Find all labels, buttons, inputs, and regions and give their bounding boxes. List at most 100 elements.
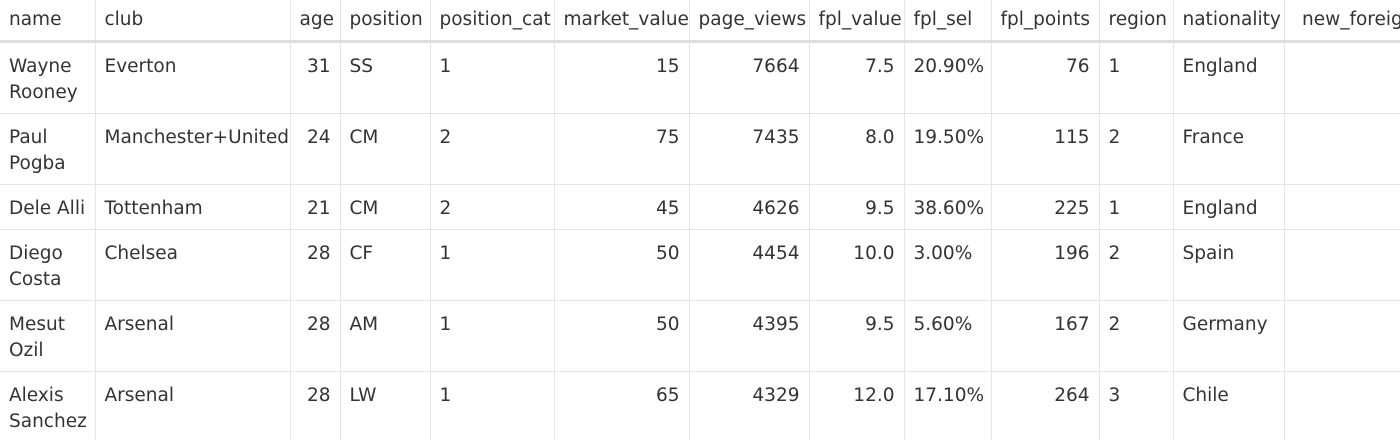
cell-region: 1	[1099, 184, 1174, 230]
cell-club: Chelsea	[95, 229, 291, 301]
cell-age: 31	[290, 41, 341, 114]
cell-age: 24	[290, 113, 341, 185]
cell-position-cat: 1	[430, 229, 555, 301]
cell-nationality: England	[1173, 184, 1285, 230]
column-header-fpl-points[interactable]: fpl_points	[991, 0, 1100, 43]
cell-age: 28	[290, 300, 341, 372]
cell-position: AM	[340, 300, 431, 372]
column-header-age[interactable]: age	[290, 0, 341, 43]
header-row: name club age position position_cat market_va…	[0, 0, 1400, 43]
cell-fpl-value: 12.0	[809, 371, 905, 440]
cell-page-views: 4454	[689, 229, 810, 301]
cell-club: Everton	[95, 41, 291, 114]
table-row[interactable]: Wayne Rooney Everton 31 SS 1 15 7664 7.5 20.90% 7…	[0, 41, 1400, 114]
cell-fpl-sel: 17.10%	[904, 371, 992, 440]
table-body: Wayne Rooney Everton 31 SS 1 15 7664 7.5 20.90% 7…	[0, 41, 1400, 440]
column-header-name[interactable]: name	[0, 0, 96, 43]
cell-nationality: Chile	[1173, 371, 1285, 440]
cell-fpl-value: 9.5	[809, 184, 905, 230]
table-row[interactable]: Mesut Ozil Arsenal 28 AM 1 50 4395 9.5 5.60% 167 2…	[0, 300, 1400, 372]
cell-page-views: 7664	[689, 41, 810, 114]
cell-region: 2	[1099, 300, 1174, 372]
table-row[interactable]: Diego Costa Chelsea 28 CF 1 50 4454 10.0 3.00% 19…	[0, 229, 1400, 301]
cell-fpl-value: 7.5	[809, 41, 905, 114]
cell-club: Arsenal	[95, 371, 291, 440]
column-header-nationality[interactable]: nationality	[1173, 0, 1285, 43]
cell-nationality: France	[1173, 113, 1285, 185]
cell-position-cat: 1	[430, 41, 555, 114]
cell-age: 28	[290, 371, 341, 440]
cell-position: LW	[340, 371, 431, 440]
cell-region: 2	[1099, 113, 1174, 185]
cell-region: 3	[1099, 371, 1174, 440]
column-header-page-views[interactable]: page_views	[689, 0, 810, 43]
cell-position-cat: 2	[430, 113, 555, 185]
table-row[interactable]: Alexis Sanchez Arsenal 28 LW 1 65 4329 12.0 17.1…	[0, 371, 1400, 440]
cell-page-views: 4329	[689, 371, 810, 440]
table-row[interactable]: Dele Alli Tottenham 21 CM 2 45 4626 9.5 38.60% 22…	[0, 184, 1400, 230]
cell-fpl-sel: 19.50%	[904, 113, 992, 185]
cell-market-value: 15	[554, 41, 690, 114]
column-header-market-value[interactable]: market_value	[554, 0, 690, 43]
cell-market-value: 50	[554, 229, 690, 301]
cell-position: CM	[340, 184, 431, 230]
cell-fpl-value: 8.0	[809, 113, 905, 185]
cell-fpl-points: 264	[991, 371, 1100, 440]
cell-name: Wayne Rooney	[0, 41, 96, 114]
cell-name: Alexis Sanchez	[0, 371, 96, 440]
cell-fpl-sel: 3.00%	[904, 229, 992, 301]
table-header: name club age position position_cat market_va…	[0, 0, 1400, 43]
cell-name: Mesut Ozil	[0, 300, 96, 372]
cell-page-views: 7435	[689, 113, 810, 185]
column-header-club[interactable]: club	[95, 0, 291, 43]
cell-new-foreign: 0	[1284, 229, 1400, 301]
cell-market-value: 45	[554, 184, 690, 230]
column-header-new-foreign[interactable]: new_foreign	[1284, 0, 1400, 43]
cell-fpl-sel: 20.90%	[904, 41, 992, 114]
cell-market-value: 65	[554, 371, 690, 440]
cell-new-foreign: 0	[1284, 371, 1400, 440]
cell-club: Tottenham	[95, 184, 291, 230]
column-header-position[interactable]: position	[340, 0, 431, 43]
column-header-fpl-value[interactable]: fpl_value	[809, 0, 905, 43]
cell-nationality: Germany	[1173, 300, 1285, 372]
cell-age: 28	[290, 229, 341, 301]
cell-name: Dele Alli	[0, 184, 96, 230]
cell-fpl-value: 9.5	[809, 300, 905, 372]
cell-fpl-points: 196	[991, 229, 1100, 301]
cell-page-views: 4395	[689, 300, 810, 372]
cell-club: Manchester+United	[95, 113, 291, 185]
cell-market-value: 50	[554, 300, 690, 372]
cell-page-views: 4626	[689, 184, 810, 230]
cell-position-cat: 1	[430, 300, 555, 372]
column-header-fpl-sel[interactable]: fpl_sel	[904, 0, 992, 43]
cell-position: SS	[340, 41, 431, 114]
cell-new-foreign: 0	[1284, 300, 1400, 372]
cell-name: Paul Pogba	[0, 113, 96, 185]
cell-fpl-value: 10.0	[809, 229, 905, 301]
cell-age: 21	[290, 184, 341, 230]
cell-fpl-points: 167	[991, 300, 1100, 372]
cell-position-cat: 1	[430, 371, 555, 440]
cell-nationality: Spain	[1173, 229, 1285, 301]
column-header-region[interactable]: region	[1099, 0, 1174, 43]
cell-position-cat: 2	[430, 184, 555, 230]
cell-fpl-points: 76	[991, 41, 1100, 114]
cell-name: Diego Costa	[0, 229, 96, 301]
cell-market-value: 75	[554, 113, 690, 185]
cell-club: Arsenal	[95, 300, 291, 372]
cell-new-foreign: 0	[1284, 184, 1400, 230]
cell-position: CM	[340, 113, 431, 185]
cell-position: CF	[340, 229, 431, 301]
cell-region: 2	[1099, 229, 1174, 301]
cell-region: 1	[1099, 41, 1174, 114]
cell-fpl-sel: 5.60%	[904, 300, 992, 372]
cell-fpl-points: 115	[991, 113, 1100, 185]
table-row[interactable]: Paul Pogba Manchester+United 24 CM 2 75 7435 8.…	[0, 113, 1400, 185]
column-header-position-cat[interactable]: position_cat	[430, 0, 555, 43]
cell-nationality: England	[1173, 41, 1285, 114]
cell-fpl-sel: 38.60%	[904, 184, 992, 230]
cell-new-foreign: 0	[1284, 113, 1400, 185]
